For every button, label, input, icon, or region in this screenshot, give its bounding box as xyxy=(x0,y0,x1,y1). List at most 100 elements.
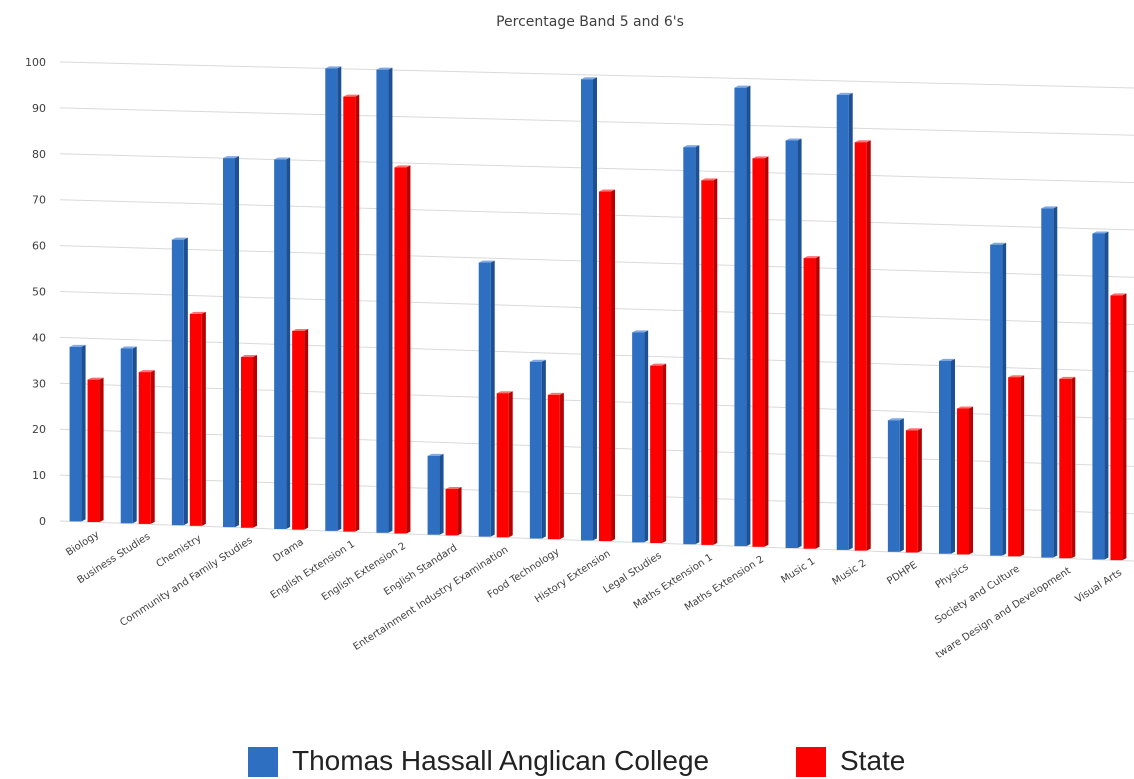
y-tick-label: 70 xyxy=(32,194,46,207)
bar-side xyxy=(951,358,955,554)
bar-side xyxy=(797,138,802,549)
bar-front xyxy=(496,393,509,538)
bar-top xyxy=(241,355,257,358)
bar-top xyxy=(343,94,360,97)
bar-top xyxy=(939,358,955,361)
bar-side xyxy=(1122,293,1127,561)
bar-history-extension-thomas-hassall-anglican-college xyxy=(581,77,597,541)
bar-front xyxy=(274,159,287,529)
bar-society-and-culture-thomas-hassall-anglican-college xyxy=(990,242,1007,556)
bar-side xyxy=(764,156,769,547)
bar-side xyxy=(183,237,188,526)
bar-side xyxy=(541,359,546,539)
bar-drama-thomas-hassall-anglican-college xyxy=(274,157,291,529)
bar-side xyxy=(593,77,597,541)
bar-top xyxy=(1008,375,1025,378)
bar-physics-thomas-hassall-anglican-college xyxy=(939,358,955,554)
bar-side xyxy=(695,145,700,545)
bar-biology-state xyxy=(87,377,104,523)
bar-front xyxy=(343,96,356,532)
bar-side xyxy=(286,157,291,529)
bar-food-technology-state xyxy=(547,392,564,540)
bar-top xyxy=(990,242,1007,245)
bar-visual-arts-thomas-hassall-anglican-college xyxy=(1092,231,1109,560)
bar-chemistry-thomas-hassall-anglican-college xyxy=(171,237,188,526)
bar-business-studies-thomas-hassall-anglican-college xyxy=(120,346,137,524)
bar-top xyxy=(171,237,188,240)
bar-side xyxy=(235,156,239,528)
bar-top xyxy=(854,140,871,143)
bar-front xyxy=(990,244,1003,556)
legend-swatch-series-2 xyxy=(796,747,826,777)
bar-front xyxy=(1041,208,1054,558)
bar-top xyxy=(599,189,615,192)
bar-top xyxy=(189,311,206,314)
bar-front xyxy=(120,348,133,524)
bar-side xyxy=(253,355,257,528)
bar-maths-extension-1-state xyxy=(701,178,718,545)
bar-front xyxy=(478,262,491,537)
bar-top xyxy=(138,370,155,373)
bar-front xyxy=(87,379,100,523)
bar-front xyxy=(939,360,951,554)
bar-entertainment-industry-examination-thomas-hassall-anglican-college xyxy=(478,260,495,537)
bar-top xyxy=(734,85,751,88)
bar-front xyxy=(223,158,235,528)
bar-front xyxy=(854,142,867,551)
x-tick-label: Music 1 xyxy=(779,556,817,586)
bar-top xyxy=(376,67,393,70)
bar-software-design-and-development-thomas-hassall-anglican-college xyxy=(1041,206,1058,558)
bar-top xyxy=(292,328,309,331)
bar-top xyxy=(1092,231,1109,234)
bar-top xyxy=(274,157,291,160)
bar-front xyxy=(905,430,918,553)
bar-community-and-family-studies-state xyxy=(241,355,257,528)
bar-maths-extension-1-thomas-hassall-anglican-college xyxy=(683,145,700,545)
bar-society-and-culture-state xyxy=(1008,375,1025,557)
x-tick-label: Music 2 xyxy=(830,558,868,588)
bar-front xyxy=(171,239,184,526)
bar-side xyxy=(848,92,853,550)
bar-front xyxy=(529,361,542,539)
bar-side xyxy=(644,330,649,543)
x-tick-label: Physics xyxy=(934,562,971,591)
bar-front xyxy=(836,94,849,550)
bar-side xyxy=(201,311,206,526)
bar-front xyxy=(632,332,645,543)
bar-top xyxy=(547,392,564,395)
bar-side xyxy=(969,406,973,555)
chart-title: Percentage Band 5 and 6's xyxy=(496,14,684,30)
bar-side xyxy=(304,328,309,530)
bar-top xyxy=(1059,376,1076,379)
bar-front xyxy=(376,69,389,533)
bar-side xyxy=(1053,206,1058,558)
bar-front xyxy=(1092,233,1105,560)
bar-side xyxy=(150,370,155,524)
bar-community-and-family-studies-thomas-hassall-anglican-college xyxy=(223,156,239,528)
bar-top xyxy=(650,363,667,366)
bar-side xyxy=(337,66,342,531)
bar-front xyxy=(547,394,560,540)
bar-side xyxy=(1071,376,1076,559)
gridline xyxy=(59,61,1134,89)
bar-top xyxy=(394,165,411,168)
legend-item-series-1: Thomas Hassall Anglican College xyxy=(248,744,709,779)
bar-top xyxy=(478,260,495,263)
bar-side xyxy=(81,344,86,522)
bar-side xyxy=(355,94,360,532)
x-tick-label: PDHPE xyxy=(885,560,919,588)
bar-music-2-thomas-hassall-anglican-college xyxy=(836,92,853,550)
bar-front xyxy=(445,488,458,536)
bar-top xyxy=(223,156,239,159)
bar-top xyxy=(69,344,86,347)
bar-front xyxy=(394,167,407,534)
bar-front xyxy=(683,147,696,545)
bar-front xyxy=(325,68,338,531)
bar-english-standard-thomas-hassall-anglican-college xyxy=(427,453,444,535)
y-tick-label: 20 xyxy=(32,423,46,436)
bar-front xyxy=(734,87,747,547)
bar-front xyxy=(427,455,440,535)
bar-top xyxy=(325,66,342,69)
bar-business-studies-state xyxy=(138,370,155,524)
